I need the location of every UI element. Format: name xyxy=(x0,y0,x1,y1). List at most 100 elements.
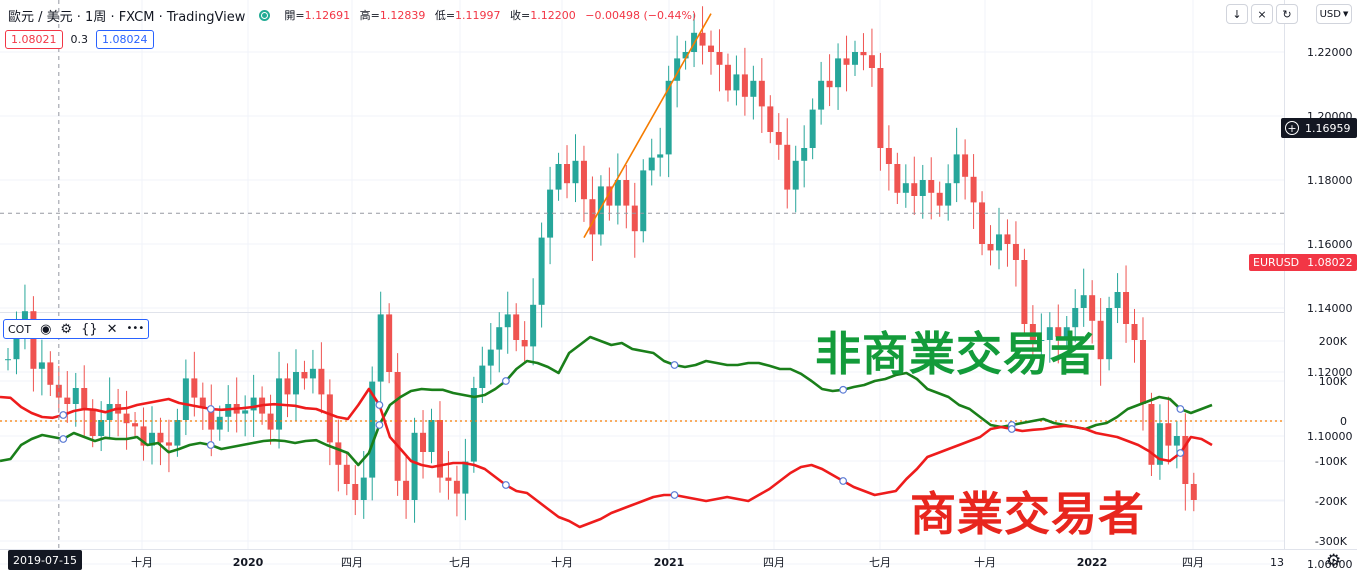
change-value: −0.00498 (−0.44%) xyxy=(585,9,697,22)
candle-body xyxy=(716,52,723,65)
candle-body xyxy=(1021,260,1028,324)
candle-body xyxy=(995,234,1002,251)
candle-body xyxy=(979,202,986,244)
more-icon[interactable]: ••• xyxy=(126,323,145,334)
source-code-icon[interactable]: {} xyxy=(81,321,98,337)
scroll-down-button[interactable]: ↓ xyxy=(1226,4,1248,24)
top-toolbar: ↓ ⨯ ↻ xyxy=(1226,4,1298,24)
candle-body xyxy=(648,157,655,171)
cot-point-marker xyxy=(1176,449,1185,457)
candle-body xyxy=(784,144,791,190)
candle-body xyxy=(640,170,647,232)
time-tick-label: 四月 xyxy=(1182,556,1204,569)
market-open-icon xyxy=(259,9,271,21)
candle-body xyxy=(564,164,571,184)
price-tick-label: 1.06000 xyxy=(1307,558,1353,571)
price-axis[interactable]: 1.240001.220001.200001.180001.160001.140… xyxy=(1307,0,1353,571)
candle-body xyxy=(165,442,172,446)
candle-body xyxy=(674,58,681,81)
candle-body xyxy=(852,52,858,65)
candle-body xyxy=(309,368,316,379)
candle-body xyxy=(538,237,545,305)
buy-button[interactable]: 1.08024 xyxy=(96,30,154,49)
add-icon[interactable]: + xyxy=(1285,121,1299,135)
candle-body xyxy=(38,362,45,369)
candle-body xyxy=(970,176,977,203)
candle-body xyxy=(741,74,748,97)
candle-body xyxy=(98,420,105,436)
cot-point-marker xyxy=(501,377,510,385)
candle-body xyxy=(724,64,731,91)
candle-body xyxy=(792,160,799,190)
cot-tick-label: -300K xyxy=(1315,535,1348,548)
candle-body xyxy=(945,183,952,206)
collapse-button[interactable]: ⨯ xyxy=(1251,4,1273,24)
settings-gear-icon[interactable]: ⚙ xyxy=(1326,551,1342,571)
candle-body xyxy=(530,304,537,347)
candle-body xyxy=(148,432,155,446)
candle-body xyxy=(292,372,299,395)
low-value: 1.11997 xyxy=(455,9,501,22)
candle-body xyxy=(428,420,435,452)
candle-body xyxy=(733,74,740,91)
sell-button[interactable]: 1.08021 xyxy=(5,30,63,49)
candle-body xyxy=(47,362,54,385)
candle-body xyxy=(987,244,994,251)
cot-axis[interactable]: 200K 100K 0 -100K -200K -300K xyxy=(1315,335,1348,548)
time-tick-label: 十月 xyxy=(974,555,996,569)
currency-label: USD xyxy=(1319,8,1341,20)
candle-body xyxy=(445,477,452,481)
candle-body xyxy=(496,327,503,350)
candle-body xyxy=(504,314,511,328)
candlestick-series xyxy=(5,6,1197,523)
trendline[interactable] xyxy=(583,13,712,238)
cot-point-marker xyxy=(59,435,68,443)
symbol-title[interactable]: 歐元 / 美元 · 1周 · FXCM · TradingView xyxy=(8,9,246,25)
cot-point-marker xyxy=(206,441,215,449)
candle-body xyxy=(208,407,215,430)
candle-body xyxy=(132,423,139,427)
candle-body xyxy=(5,359,11,361)
candle-body xyxy=(843,58,850,65)
candle-body xyxy=(436,420,443,478)
candle-body xyxy=(123,413,130,424)
candle-body xyxy=(1182,436,1189,484)
reset-button[interactable]: ↻ xyxy=(1276,4,1298,24)
cot-point-marker xyxy=(839,477,848,485)
candle-body xyxy=(809,109,816,148)
gear-icon[interactable]: ⚙ xyxy=(60,321,73,337)
cot-point-marker xyxy=(670,361,679,369)
candle-body xyxy=(1156,423,1163,465)
currency-select[interactable]: USD ▼ xyxy=(1316,4,1352,24)
candle-body xyxy=(470,388,477,462)
candle-body xyxy=(775,132,782,145)
cot-tick-label: -200K xyxy=(1315,495,1348,508)
price-tick-label: 1.10000 xyxy=(1307,430,1353,443)
cot-point-marker xyxy=(839,385,848,394)
candle-body xyxy=(1004,234,1011,244)
candle-body xyxy=(199,397,206,408)
eye-icon[interactable]: ◉ xyxy=(40,321,52,337)
time-axis[interactable]: 十月 2020 四月 七月 十月 2021 四月 七月 十月 2022 四月 13 xyxy=(131,555,1284,569)
time-tick-label: 2022 xyxy=(1077,556,1108,569)
time-tick-label: 十月 xyxy=(551,555,573,569)
candle-body xyxy=(936,192,943,206)
spread-value: 0.3 xyxy=(70,33,89,46)
candle-body xyxy=(1123,292,1130,324)
candle-body xyxy=(1080,295,1087,308)
cot-tick-label: 100K xyxy=(1319,375,1348,388)
price-tick-label: 1.18000 xyxy=(1307,174,1353,187)
candle-body xyxy=(919,180,926,196)
candle-body xyxy=(1038,340,1045,341)
candle-body xyxy=(318,368,325,395)
candle-body xyxy=(801,148,808,161)
crosshair-price-tag[interactable]: + 1.16959 xyxy=(1281,118,1357,138)
close-label: 收= xyxy=(510,9,531,22)
price-tick-label: 1.22000 xyxy=(1307,46,1353,59)
candle-body xyxy=(758,80,765,107)
indicator-name[interactable]: COT xyxy=(8,322,32,336)
candle-body xyxy=(1063,327,1070,337)
close-icon[interactable]: ✕ xyxy=(106,321,118,337)
